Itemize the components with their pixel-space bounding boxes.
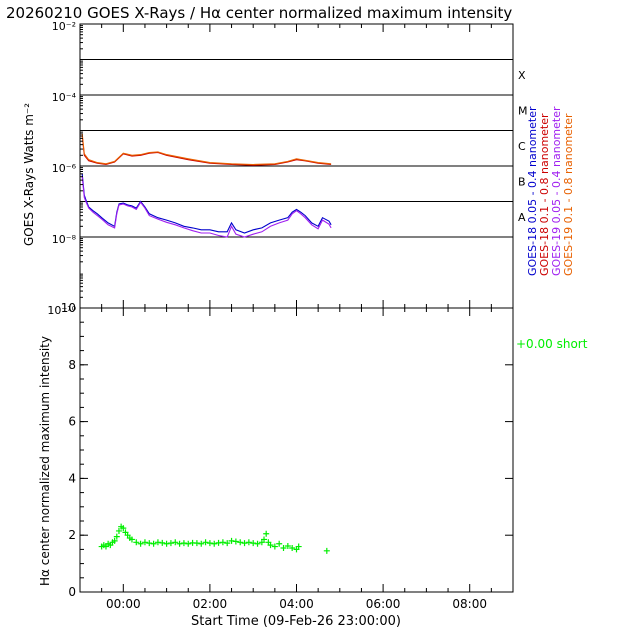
halpha-point (202, 539, 209, 546)
chart-title: 20260210 GOES X-Rays / Hα center normali… (6, 4, 512, 22)
x-tick-label: 06:00 (366, 597, 401, 611)
legend-entry: GOES-18 0.1 - 0.8 nanometer (538, 113, 551, 276)
halpha-point (159, 539, 166, 546)
halpha-point (237, 539, 244, 546)
halpha-point (295, 543, 302, 550)
halpha-point (120, 525, 127, 532)
halpha-y-axis-label: Hα center normalized maximum intensity (38, 336, 52, 586)
x-tick-label: 08:00 (452, 597, 487, 611)
flare-class-label: A (518, 211, 526, 224)
goes-series-line (81, 176, 332, 238)
y-tick-label: 10⁻² (52, 20, 76, 33)
halpha-point (261, 536, 268, 543)
halpha-point (133, 539, 140, 546)
halpha-point (115, 527, 122, 534)
goes-series-line (81, 133, 332, 166)
halpha-points-group (98, 523, 330, 554)
halpha-point (289, 544, 296, 551)
goes-panel: 10⁻¹⁰ 10⁻⁸ 10⁻⁶ 10⁻⁴ 10⁻² A B C M X GOES X-Rays … (22, 20, 575, 317)
goes-series-group (81, 133, 332, 238)
y-tick-label: 8 (68, 358, 76, 372)
halpha-point (172, 539, 179, 546)
halpha-point (198, 540, 205, 547)
halpha-point (137, 540, 144, 547)
flare-class-label: M (518, 105, 528, 118)
halpha-point (254, 540, 261, 547)
halpha-point (271, 543, 278, 550)
flare-class-label: B (518, 176, 526, 189)
halpha-panel: 0 2 4 6 8 10 00:00 02:00 04:00 06:00 08:00 Hα cen… (38, 301, 588, 611)
y-tick-label: 10⁻⁸ (52, 233, 77, 246)
legend-entry: GOES-19 0.1 - 0.8 nanometer (562, 113, 575, 276)
halpha-point (111, 537, 118, 544)
halpha-point (185, 540, 192, 547)
x-tick-label: 04:00 (279, 597, 314, 611)
halpha-point (232, 538, 239, 545)
goes-y-axis: 10⁻¹⁰ 10⁻⁸ 10⁻⁶ 10⁻⁴ 10⁻² (47, 20, 513, 317)
goes-legend: GOES-18 0.05 - 0.4 nanometer GOES-18 0.1 … (526, 106, 575, 276)
x-tick-label: 02:00 (193, 597, 228, 611)
y-tick-label: 10⁻⁶ (52, 162, 77, 175)
y-tick-label: 6 (68, 415, 76, 429)
halpha-point (263, 530, 270, 537)
flare-class-label: X (518, 69, 526, 82)
y-tick-label: 10⁻¹⁰ (47, 304, 76, 317)
halpha-point (284, 542, 291, 549)
y-tick-label: 10⁻⁴ (52, 91, 77, 104)
halpha-point (267, 542, 274, 549)
halpha-point (128, 536, 135, 543)
halpha-point (323, 547, 330, 554)
halpha-point (141, 539, 148, 546)
goes-series-line (81, 135, 332, 166)
goes-y-axis-label: GOES X-Rays Watts m⁻² (22, 103, 36, 246)
halpha-point (245, 539, 252, 546)
flare-class-label: C (518, 140, 526, 153)
halpha-point (211, 540, 218, 547)
flare-class-labels: A B C M X (518, 69, 528, 224)
flare-reference-lines (80, 59, 513, 238)
y-tick-label: 10 (61, 301, 76, 315)
halpha-point (241, 540, 248, 547)
goes-x-axis (79, 24, 514, 308)
halpha-point (219, 539, 226, 546)
x-axis-label: Start Time (09-Feb-26 23:00:00) (191, 614, 401, 629)
y-tick-label: 4 (68, 471, 76, 485)
halpha-y-axis: 0 2 4 6 8 10 (61, 301, 513, 599)
halpha-point (276, 540, 283, 547)
y-tick-label: 2 (68, 528, 76, 542)
halpha-point (224, 540, 231, 547)
goes-series-line (81, 173, 332, 234)
halpha-point (150, 540, 157, 547)
halpha-point (280, 544, 287, 551)
halpha-point (167, 540, 174, 547)
legend-entry: GOES-19 0.05 - 0.4 nanometer (550, 106, 563, 276)
legend-entry: GOES-18 0.05 - 0.4 nanometer (526, 106, 539, 276)
halpha-legend: +0.00 short (516, 337, 588, 351)
y-tick-label: 0 (68, 585, 76, 599)
halpha-point (113, 533, 120, 540)
x-tick-label: 00:00 (106, 597, 141, 611)
halpha-x-axis: 00:00 02:00 04:00 06:00 08:00 (79, 308, 514, 611)
